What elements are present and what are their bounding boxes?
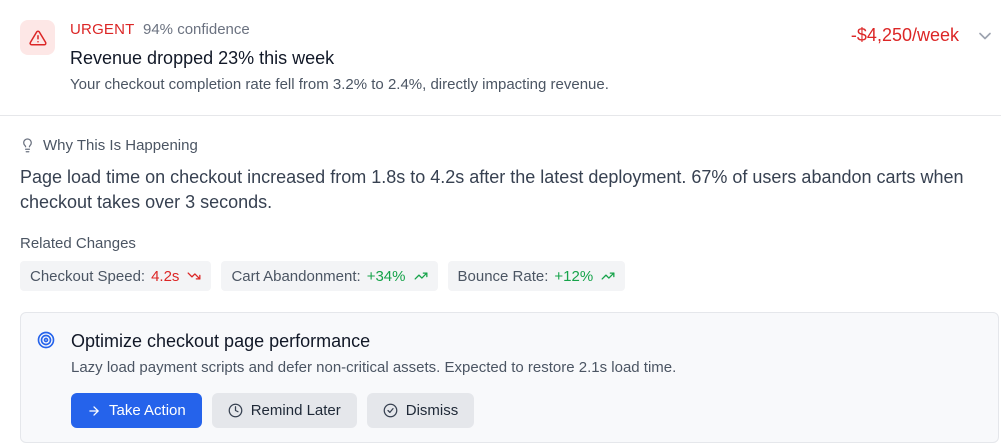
metric-label: Bounce Rate:	[457, 267, 549, 285]
metric-chip-bounce-rate: Bounce Rate: +12%	[447, 261, 626, 291]
metric-chip-cart-abandonment: Cart Abandonment: +34%	[221, 261, 438, 291]
recommendation-title: Optimize checkout page performance	[71, 331, 371, 351]
take-action-button[interactable]: Take Action	[71, 393, 202, 428]
confidence-label: 94% confidence	[143, 21, 250, 38]
why-heading-label: Why This Is Happening	[43, 137, 198, 154]
related-changes-heading: Related Changes	[20, 235, 136, 252]
check-circle-icon	[383, 403, 398, 418]
arrow-right-icon	[89, 405, 99, 416]
impact-value: -$4,250/week	[850, 25, 959, 45]
why-heading: Why This Is Happening	[20, 137, 198, 154]
alert-description: Your checkout completion rate fell from …	[70, 76, 609, 93]
metric-label: Cart Abandonment:	[231, 267, 361, 285]
metric-label: Checkout Speed:	[30, 267, 146, 285]
recommendation-description: Lazy load payment scripts and defer non-…	[71, 359, 677, 376]
trending-up-icon	[414, 272, 427, 280]
clock-icon	[228, 403, 243, 418]
metric-value: +34%	[366, 267, 406, 285]
chevron-down-icon[interactable]	[975, 26, 995, 46]
target-icon	[37, 331, 55, 349]
why-explanation: Page load time on checkout increased fro…	[20, 167, 964, 212]
metric-chip-checkout-speed: Checkout Speed: 4.2s	[20, 261, 212, 291]
related-changes-list: Checkout Speed: 4.2s Cart Abandonment: +…	[20, 261, 626, 291]
warning-triangle-icon	[20, 20, 55, 55]
action-buttons: Take Action Remind Later Dismiss	[71, 393, 475, 428]
severity-label: URGENT	[70, 21, 135, 38]
remind-later-button[interactable]: Remind Later	[211, 393, 357, 428]
metric-value: +12%	[554, 267, 594, 285]
trending-down-icon	[187, 272, 201, 280]
lightbulb-icon	[23, 138, 32, 153]
metric-value: 4.2s	[151, 267, 180, 285]
trending-up-icon	[601, 272, 615, 280]
alert-header: URGENT 94% confidence Revenue dropped 23…	[0, 0, 1001, 116]
dismiss-button[interactable]: Dismiss	[366, 393, 475, 428]
alert-title: Revenue dropped 23% this week	[70, 48, 335, 68]
take-action-label: Take Action	[109, 402, 186, 419]
recommendation-card: Optimize checkout page performance Lazy …	[20, 312, 999, 443]
remind-later-label: Remind Later	[250, 402, 341, 419]
dismiss-label: Dismiss	[405, 402, 459, 419]
